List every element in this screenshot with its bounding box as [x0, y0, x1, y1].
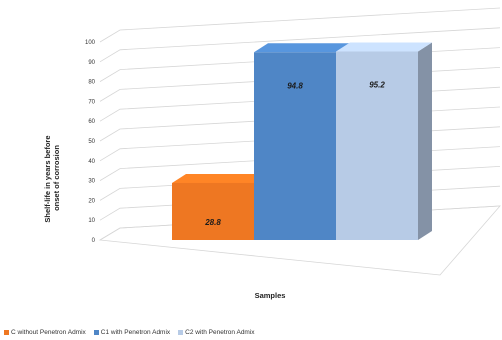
y-tick-label: 100	[85, 40, 96, 46]
data-label: 95.2	[369, 81, 385, 90]
bar	[336, 42, 432, 241]
legend-swatch	[4, 329, 9, 335]
legend: C without Penetron Admix C1 with Penetron…	[4, 329, 502, 336]
gridline	[99, 27, 501, 63]
legend-swatch	[178, 329, 184, 335]
y-tick-label: 60	[88, 119, 95, 125]
y-axis-ticks: 0 10 20 30 40 50 60 70 80 90 100	[85, 40, 96, 244]
y-tick-label: 20	[88, 198, 95, 204]
y-tick-label: 40	[88, 159, 95, 165]
y-tick-label: 70	[88, 99, 95, 105]
legend-label: C2 with Penetron Admix	[185, 329, 255, 336]
legend-swatch	[93, 329, 99, 335]
y-tick-label: 30	[88, 179, 95, 185]
data-label: 28.8	[204, 218, 221, 227]
data-labels: 28.8 94.8 95.2	[204, 81, 385, 227]
legend-label: C1 with Penetron Admix	[100, 329, 171, 336]
chart-floor	[98, 205, 501, 276]
legend-item: C1 with Penetron Admix	[93, 329, 171, 336]
y-tick-label: 50	[88, 139, 95, 145]
gridlines	[98, 7, 501, 276]
y-tick-label: 10	[88, 218, 95, 224]
data-label: 94.8	[287, 81, 303, 90]
y-tick-label: 80	[88, 80, 95, 86]
y-tick-label: 90	[88, 60, 95, 66]
x-axis-title: Samples	[255, 291, 286, 300]
bars	[172, 42, 432, 241]
bar	[172, 173, 268, 240]
y-tick-label: 0	[92, 238, 96, 244]
bar	[254, 43, 350, 240]
legend-item: C2 with Penetron Admix	[178, 329, 255, 336]
gridline	[99, 7, 501, 43]
legend-label: C without Penetron Admix	[11, 329, 86, 336]
y-axis-title: Shelf-life in years before onset of corr…	[43, 133, 61, 222]
legend-item: C without Penetron Admix	[4, 329, 86, 336]
